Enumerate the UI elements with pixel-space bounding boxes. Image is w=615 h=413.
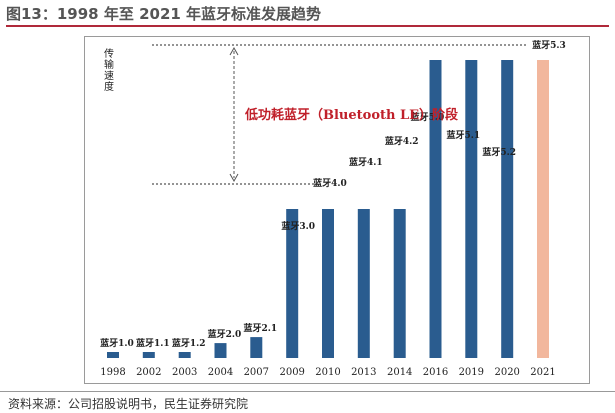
x-tick-label: 2016 [423, 367, 448, 378]
x-tick-label: 2002 [136, 367, 161, 378]
x-tick-label: 2009 [279, 367, 304, 378]
bar-2009 [286, 209, 299, 358]
x-tick-label: 2021 [530, 367, 555, 378]
bar-2007 [250, 337, 263, 358]
version-label: 蓝牙4.1 [349, 156, 383, 168]
version-label: 蓝牙1.0 [100, 337, 134, 349]
x-tick-label: 1998 [100, 367, 125, 378]
version-label: 蓝牙3.0 [281, 220, 315, 232]
x-tick-label: 2003 [172, 367, 197, 378]
version-label: 蓝牙1.1 [136, 337, 170, 349]
bar-2003 [178, 352, 191, 358]
bars-group [107, 60, 549, 358]
source-note: 资料来源：公司招股说明书，民生证券研究院 [0, 391, 615, 412]
bar-2013 [357, 209, 370, 358]
figure-title: 图13：1998 年至 2021 年蓝牙标准发展趋势 [6, 3, 609, 27]
x-tick-label: 2004 [208, 367, 233, 378]
bar-2010 [322, 209, 334, 358]
bar-1998 [107, 352, 119, 358]
version-label: 蓝牙4.2 [385, 135, 419, 147]
version-label: 蓝牙1.2 [172, 337, 206, 349]
arrow-head-up [229, 46, 239, 56]
bar-2016 [429, 60, 442, 358]
version-label: 蓝牙5.0 [411, 111, 445, 123]
version-label: 蓝牙2.1 [243, 322, 277, 334]
x-tick-label: 2020 [494, 367, 519, 378]
version-label: 蓝牙5.1 [446, 129, 480, 141]
version-label: 蓝牙4.0 [313, 177, 347, 189]
y-axis-label: 传输速度 [104, 48, 114, 93]
version-label: 蓝牙5.2 [482, 146, 516, 158]
bar-2002 [142, 352, 155, 358]
x-tick-label: 2007 [244, 367, 269, 378]
version-label: 蓝牙5.3 [532, 39, 566, 51]
x-tick-labels-group: 1998 2002 2003 2004 2007 2009 2010 2013 2014 2016… [100, 367, 555, 378]
bar-2019 [465, 60, 478, 358]
x-tick-label: 2019 [459, 367, 484, 378]
arrow-head-down [229, 173, 239, 183]
version-label: 蓝牙2.0 [208, 328, 242, 340]
x-tick-label: 2014 [387, 367, 412, 378]
bar-2004 [214, 343, 227, 358]
x-tick-label: 2010 [315, 367, 340, 378]
bar-2014 [393, 209, 406, 358]
x-tick-label: 2013 [351, 367, 376, 378]
annotation-guides [152, 44, 528, 185]
ble-annotation: 低功耗蓝牙（Bluetooth LE）阶段 [244, 107, 458, 123]
bar-2020 [501, 60, 514, 358]
bar-2021 [537, 60, 549, 358]
